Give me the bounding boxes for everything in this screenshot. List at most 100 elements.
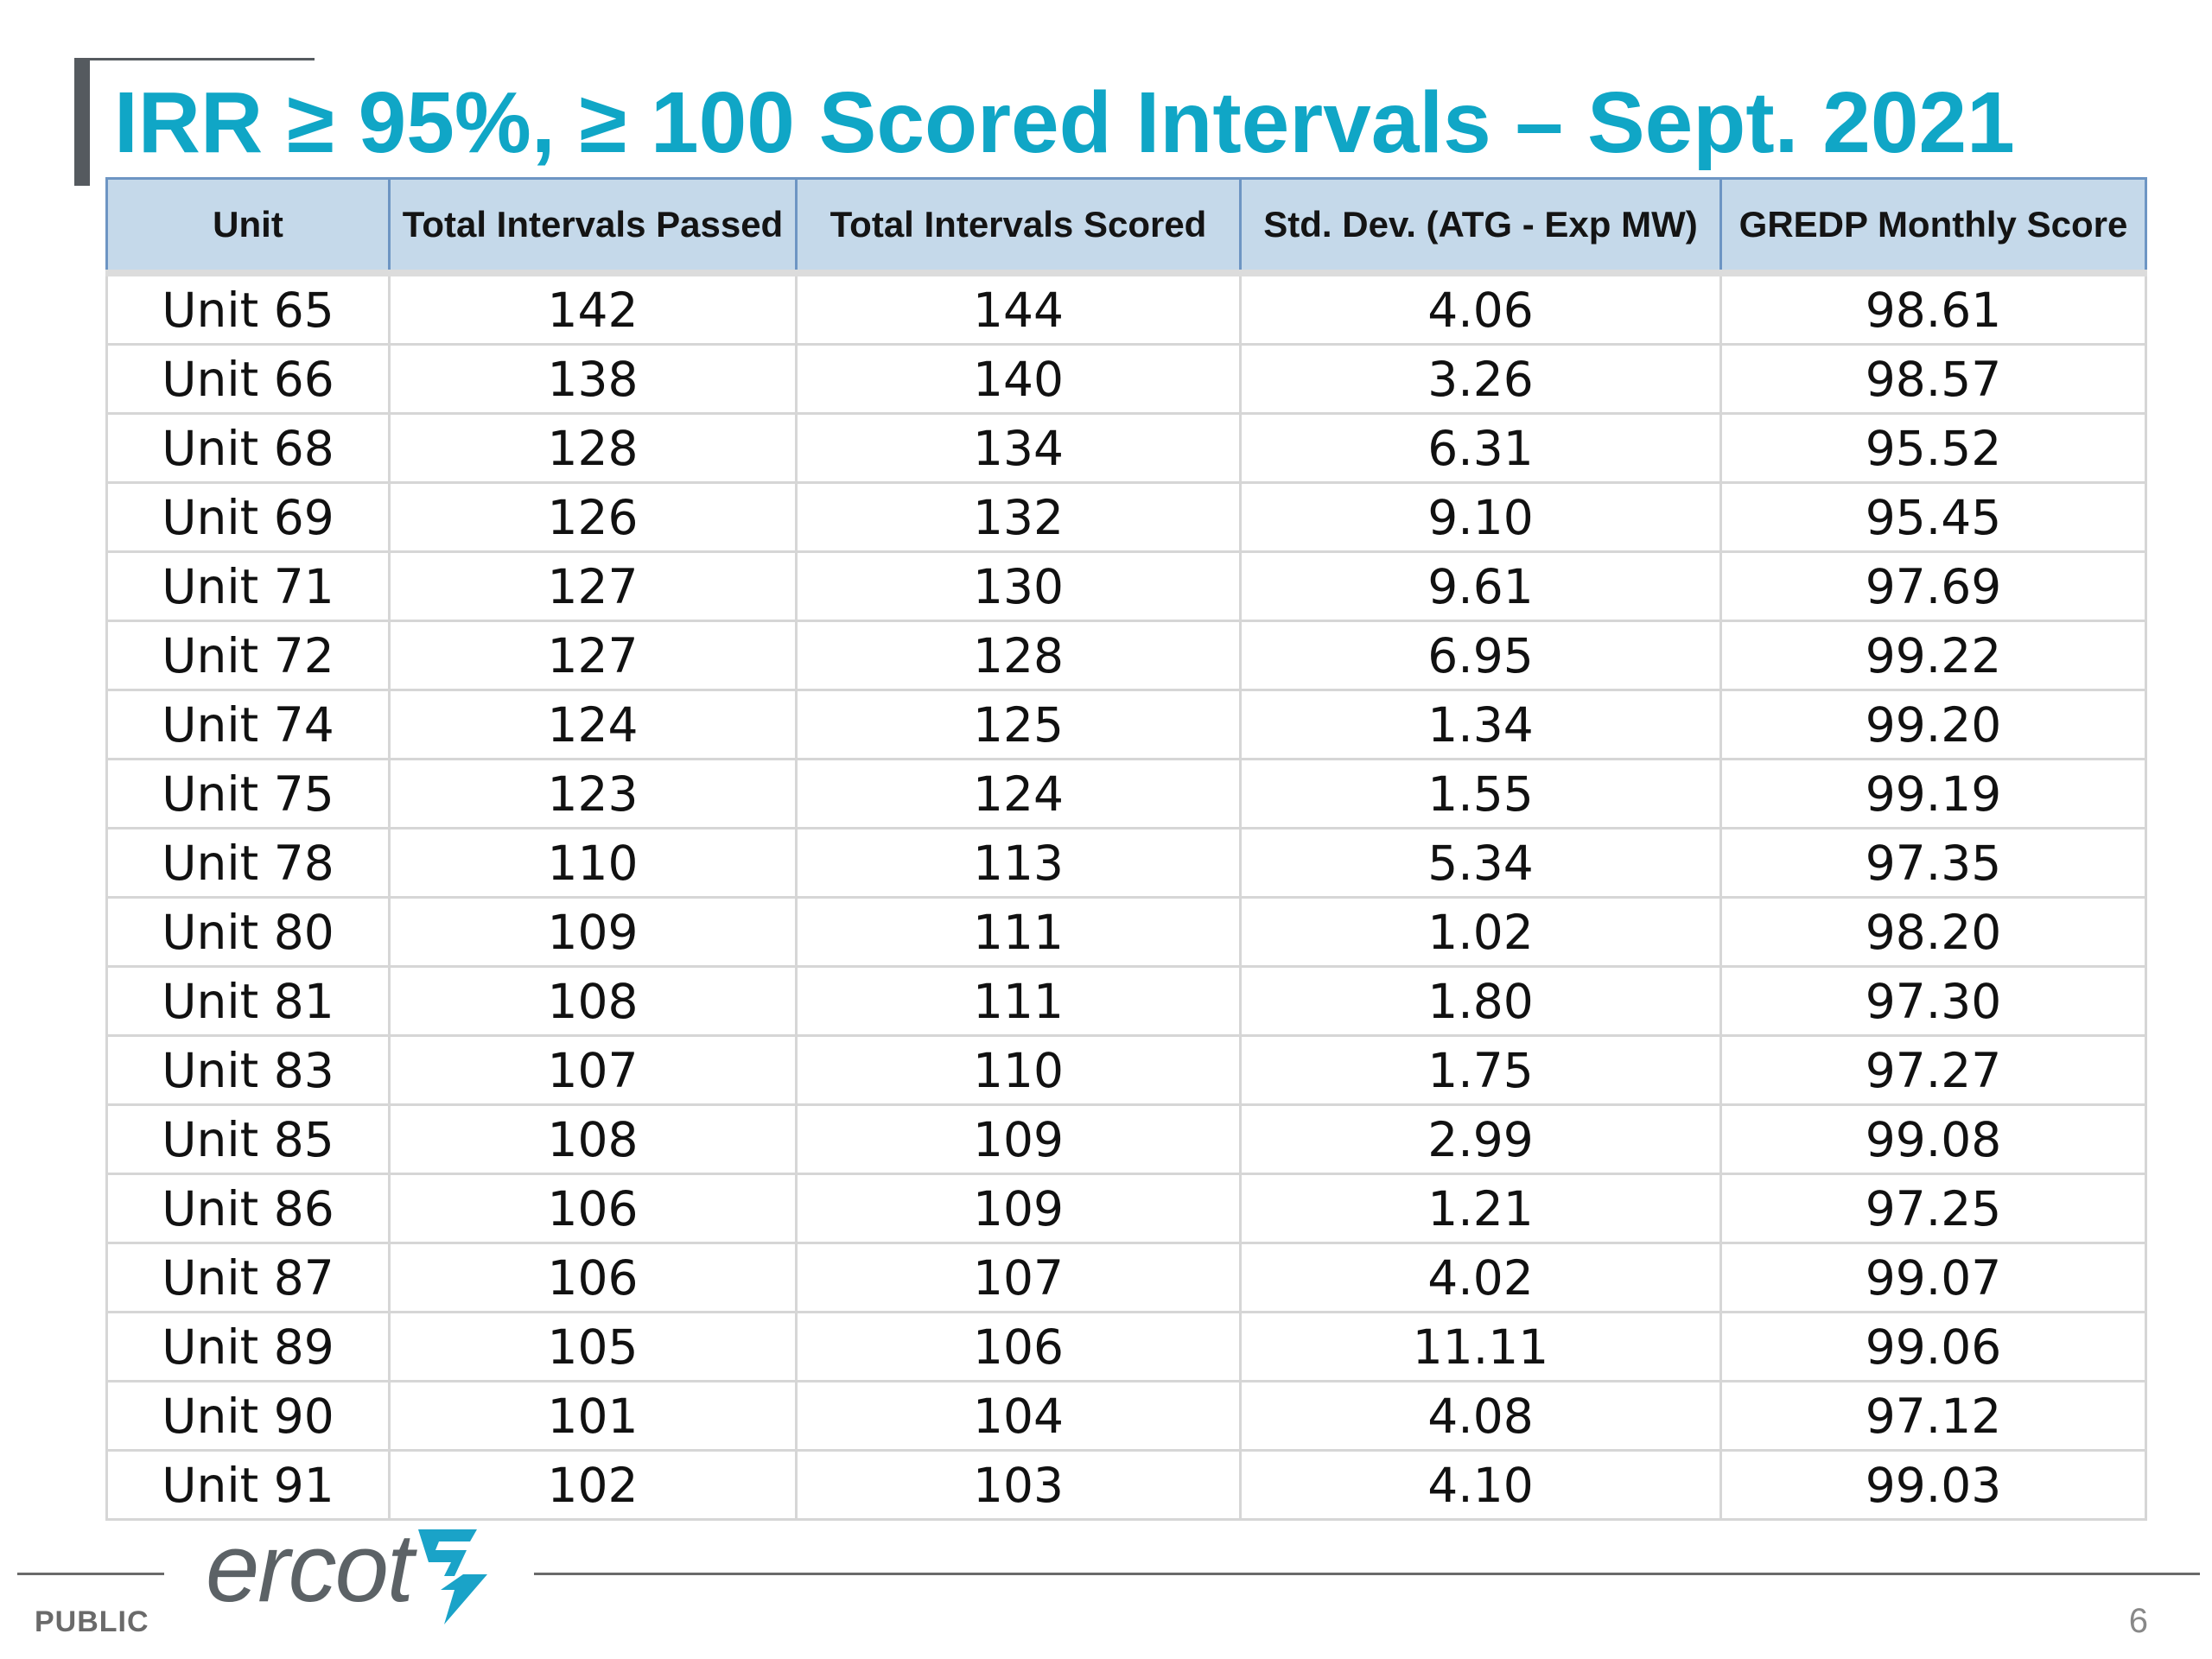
footer-divider-left [17,1573,164,1575]
value-cell: 142 [388,270,798,346]
value-cell: 140 [795,343,1242,415]
value-cell: 9.10 [1239,481,1722,553]
value-cell: 99.06 [1719,1311,2147,1382]
value-cell: 110 [388,827,798,899]
value-cell: 95.45 [1719,481,2147,553]
value-cell: 138 [388,343,798,415]
value-cell: 101 [388,1380,798,1452]
value-cell: 1.34 [1239,689,1722,760]
column-header: Std. Dev. (ATG - Exp MW) [1239,177,1722,275]
table-row: Unit 69 126 132 9.10 95.45 [105,481,2147,553]
value-cell: 126 [388,481,798,553]
value-cell: 4.06 [1239,270,1722,346]
column-header: GREDP Monthly Score [1719,177,2147,275]
value-cell: 108 [388,965,798,1037]
table-row: Unit 68 128 134 6.31 95.52 [105,412,2147,484]
unit-cell: Unit 81 [105,965,391,1037]
unit-cell: Unit 87 [105,1242,391,1313]
value-cell: 106 [388,1173,798,1244]
unit-cell: Unit 90 [105,1380,391,1452]
value-cell: 6.95 [1239,620,1722,691]
value-cell: 98.20 [1719,896,2147,968]
value-cell: 5.34 [1239,827,1722,899]
value-cell: 106 [388,1242,798,1313]
value-cell: 109 [795,1103,1242,1175]
value-cell: 113 [795,827,1242,899]
table-row: Unit 87 106 107 4.02 99.07 [105,1242,2147,1313]
value-cell: 3.26 [1239,343,1722,415]
value-cell: 107 [388,1034,798,1106]
value-cell: 124 [388,689,798,760]
table-row: Unit 90 101 104 4.08 97.12 [105,1380,2147,1452]
value-cell: 98.61 [1719,270,2147,346]
value-cell: 97.69 [1719,550,2147,622]
value-cell: 1.02 [1239,896,1722,968]
table-row: Unit 83 107 110 1.75 97.27 [105,1034,2147,1106]
value-cell: 128 [388,412,798,484]
value-cell: 144 [795,270,1242,346]
value-cell: 107 [795,1242,1242,1313]
value-cell: 99.22 [1719,620,2147,691]
value-cell: 128 [795,620,1242,691]
value-cell: 99.08 [1719,1103,2147,1175]
value-cell: 102 [388,1449,798,1521]
ercot-lightning-icon [418,1529,487,1624]
value-cell: 130 [795,550,1242,622]
value-cell: 123 [388,758,798,830]
slide-title: IRR ≥ 95%, ≥ 100 Scored Intervals – Sept… [114,74,2015,171]
value-cell: 4.10 [1239,1449,1722,1521]
table-row: Unit 80 109 111 1.02 98.20 [105,896,2147,968]
unit-cell: Unit 75 [105,758,391,830]
table-row: Unit 66 138 140 3.26 98.57 [105,343,2147,415]
value-cell: 99.20 [1719,689,2147,760]
value-cell: 106 [795,1311,1242,1382]
unit-cell: Unit 71 [105,550,391,622]
footer-divider-right [534,1573,2200,1575]
table-row: Unit 91 102 103 4.10 99.03 [105,1449,2147,1521]
ercot-logo-text: ercot [206,1514,414,1622]
value-cell: 103 [795,1449,1242,1521]
value-cell: 9.61 [1239,550,1722,622]
value-cell: 4.08 [1239,1380,1722,1452]
table-row: Unit 65 142 144 4.06 98.61 [105,270,2147,346]
table-row: Unit 86 106 109 1.21 97.25 [105,1173,2147,1244]
table-row: Unit 85 108 109 2.99 99.08 [105,1103,2147,1175]
value-cell: 111 [795,965,1242,1037]
value-cell: 104 [795,1380,1242,1452]
unit-cell: Unit 68 [105,412,391,484]
value-cell: 109 [795,1173,1242,1244]
value-cell: 109 [388,896,798,968]
table-row: Unit 72 127 128 6.95 99.22 [105,620,2147,691]
classification-label: PUBLIC [35,1605,149,1638]
value-cell: 111 [795,896,1242,968]
table-row: Unit 78 110 113 5.34 97.35 [105,827,2147,899]
value-cell: 1.80 [1239,965,1722,1037]
column-header: Total Intervals Passed [388,177,798,275]
value-cell: 6.31 [1239,412,1722,484]
table-row: Unit 74 124 125 1.34 99.20 [105,689,2147,760]
value-cell: 110 [795,1034,1242,1106]
table-row: Unit 75 123 124 1.55 99.19 [105,758,2147,830]
title-accent-bar [74,58,90,186]
value-cell: 97.35 [1719,827,2147,899]
value-cell: 97.12 [1719,1380,2147,1452]
value-cell: 1.75 [1239,1034,1722,1106]
value-cell: 1.55 [1239,758,1722,830]
unit-cell: Unit 83 [105,1034,391,1106]
table-row: Unit 71 127 130 9.61 97.69 [105,550,2147,622]
value-cell: 99.03 [1719,1449,2147,1521]
table-header-row: Unit Total Intervals Passed Total Interval… [105,177,2147,275]
unit-cell: Unit 65 [105,270,391,346]
value-cell: 132 [795,481,1242,553]
value-cell: 105 [388,1311,798,1382]
table-row: Unit 81 108 111 1.80 97.30 [105,965,2147,1037]
scores-table: Unit Total Intervals Passed Total Interval… [105,177,2147,1521]
value-cell: 4.02 [1239,1242,1722,1313]
value-cell: 134 [795,412,1242,484]
column-header: Total Intervals Scored [795,177,1242,275]
value-cell: 125 [795,689,1242,760]
page-number: 6 [2128,1602,2148,1640]
value-cell: 1.21 [1239,1173,1722,1244]
unit-cell: Unit 89 [105,1311,391,1382]
unit-cell: Unit 80 [105,896,391,968]
